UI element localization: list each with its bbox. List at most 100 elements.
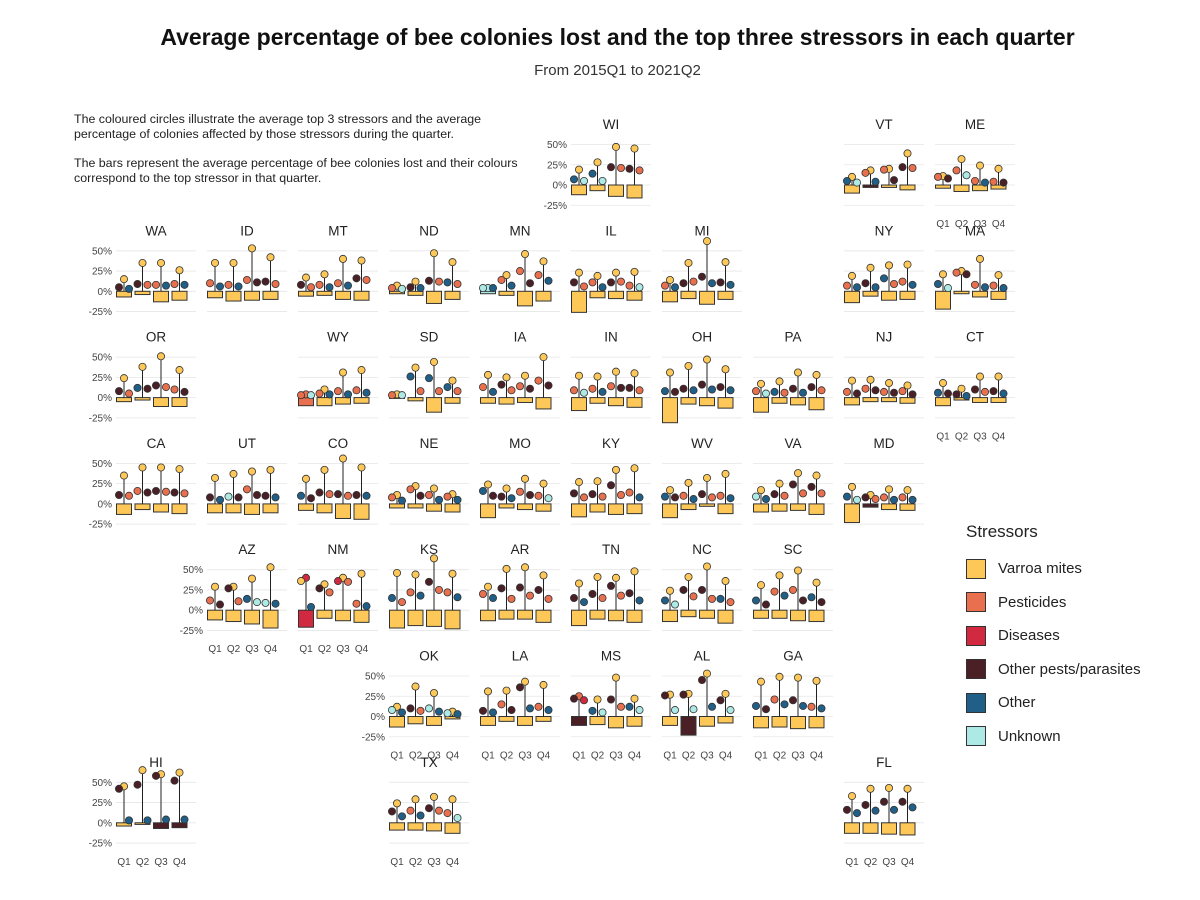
stressor-point xyxy=(908,163,917,172)
loss-bar xyxy=(389,822,405,831)
stressor-point xyxy=(306,391,315,400)
stressor-point xyxy=(516,267,525,276)
stressor-point xyxy=(861,493,870,502)
stressor-point xyxy=(708,594,717,603)
stressor-point xyxy=(607,481,616,490)
loss-bar xyxy=(444,822,461,834)
loss-bar xyxy=(680,397,697,405)
stressor-point xyxy=(234,597,243,606)
stressor-point xyxy=(598,708,607,717)
stressor-point xyxy=(671,600,680,609)
stressor-point xyxy=(625,164,634,173)
loss-bar xyxy=(862,290,879,297)
state-label: MT xyxy=(328,223,348,238)
y-tick-label: -25% xyxy=(89,413,112,424)
state-label: ID xyxy=(240,223,254,238)
stressor-point xyxy=(138,463,147,472)
stressor-point xyxy=(871,177,880,186)
stressor-point xyxy=(411,570,420,579)
y-tick-label: 25% xyxy=(365,692,385,703)
circles-explanation: The coloured circles illustrate the aver… xyxy=(74,112,482,141)
stressor-point xyxy=(752,596,761,605)
state-label: OR xyxy=(146,330,167,345)
stressor-point xyxy=(539,571,548,580)
stressor-point xyxy=(539,680,548,689)
loss-bar xyxy=(335,290,351,300)
x-tick-label: Q1 xyxy=(117,857,131,868)
stressor-point xyxy=(721,258,730,267)
y-tick-label: 50% xyxy=(92,459,112,470)
stressor-point xyxy=(575,165,584,174)
stressor-point xyxy=(957,384,966,393)
stressor-point xyxy=(666,368,675,377)
stressor-point xyxy=(580,493,589,502)
loss-bar xyxy=(717,397,734,409)
loss-bar xyxy=(480,397,496,404)
stressor-point xyxy=(999,178,1008,187)
stressor-point xyxy=(534,702,543,711)
stressor-point xyxy=(397,496,406,505)
loss-bar xyxy=(680,716,697,736)
stressor-point xyxy=(880,274,889,283)
stressor-point xyxy=(315,389,324,398)
stressor-point xyxy=(252,598,261,607)
stressor-point xyxy=(392,799,401,808)
loss-bar xyxy=(808,716,825,729)
stressor-point xyxy=(598,176,607,185)
stressor-point xyxy=(898,797,907,806)
loss-bar xyxy=(535,503,552,512)
stressor-point xyxy=(708,493,717,502)
stressor-point xyxy=(817,704,826,713)
loss-bar xyxy=(899,184,916,191)
stressor-point xyxy=(593,695,602,704)
loss-bar xyxy=(899,822,916,836)
loss-bar xyxy=(808,503,825,515)
stressor-point xyxy=(775,377,784,386)
stressor-point xyxy=(488,284,497,293)
stressor-point xyxy=(817,386,826,395)
stressor-point xyxy=(453,280,462,289)
stressor-point xyxy=(625,281,634,290)
state-label: PA xyxy=(784,330,801,345)
stressor-point xyxy=(143,488,152,497)
x-tick-label: Q4 xyxy=(810,751,824,762)
stressor-point xyxy=(679,585,688,594)
legend-label: Unknown xyxy=(998,727,1061,745)
y-tick-label: 0% xyxy=(371,712,386,723)
stressor-point xyxy=(866,375,875,384)
x-tick-label: Q1 xyxy=(845,857,859,868)
stressor-point xyxy=(252,278,261,287)
state-label: NJ xyxy=(876,330,893,345)
stressor-point xyxy=(944,284,953,293)
stressor-point xyxy=(666,275,675,284)
stressor-point xyxy=(210,473,219,482)
stressor-point xyxy=(726,598,735,607)
loss-bar xyxy=(790,716,806,730)
state-label: MS xyxy=(601,649,621,664)
loss-bar xyxy=(608,609,624,622)
stressor-point xyxy=(343,281,352,290)
stressor-point xyxy=(885,485,894,494)
loss-bar xyxy=(626,503,643,515)
loss-bar xyxy=(407,822,424,831)
state-label: IN xyxy=(604,330,618,345)
stressor-point xyxy=(708,702,717,711)
stressor-point xyxy=(424,374,433,383)
loss-bar xyxy=(335,397,351,405)
stressor-point xyxy=(885,783,894,792)
stressor-point xyxy=(507,706,516,715)
loss-bar xyxy=(171,503,188,515)
stressor-point xyxy=(453,813,462,822)
stressor-point xyxy=(143,384,152,393)
loss-bar xyxy=(353,290,370,301)
stressor-point xyxy=(175,266,184,275)
stressor-point xyxy=(387,594,396,603)
stressor-point xyxy=(266,465,275,474)
stressor-point xyxy=(570,594,579,603)
stressor-point xyxy=(247,244,256,253)
loss-bar xyxy=(244,503,260,515)
stressor-point xyxy=(429,357,438,366)
stressor-point xyxy=(252,490,261,499)
stressor-point xyxy=(544,494,553,503)
loss-bar xyxy=(498,290,515,296)
